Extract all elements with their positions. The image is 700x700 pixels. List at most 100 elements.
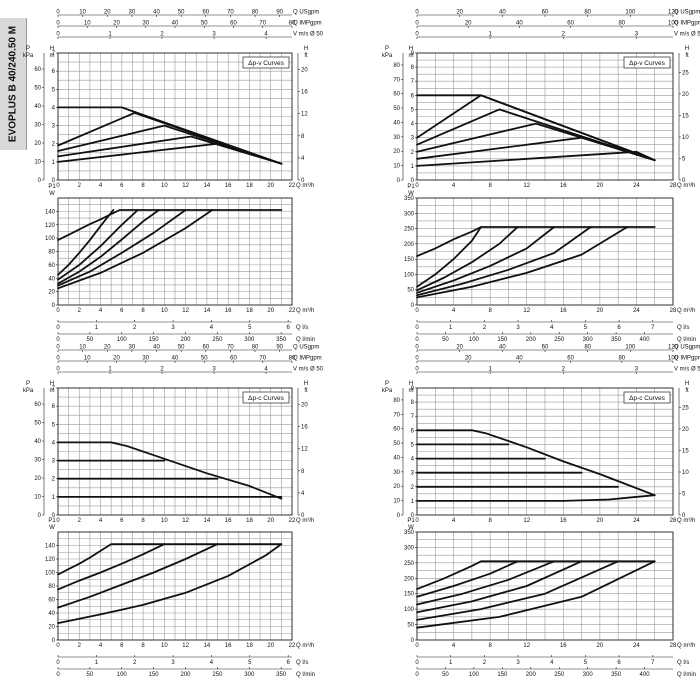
x-tick-label: 20 bbox=[597, 643, 604, 649]
bottom-scale-tick-label: 150 bbox=[149, 672, 160, 678]
bottom-scale-tick-label: 0 bbox=[415, 660, 419, 666]
x-tick-label: 28 bbox=[670, 183, 677, 189]
kpa-tick-label: 20 bbox=[34, 476, 41, 482]
top-scale-tick-label: 3 bbox=[212, 367, 216, 373]
kpa-tick-label: 10 bbox=[34, 495, 41, 501]
kpa-axis-unit: kPa bbox=[382, 388, 393, 394]
kpa-axis-name: P bbox=[385, 381, 389, 387]
bottom-scale-tick-label: 0 bbox=[56, 672, 60, 678]
y-tick-label: 7 bbox=[52, 386, 56, 392]
y-tick-label: 2 bbox=[52, 142, 56, 148]
bottom-scale-tick-label: 250 bbox=[212, 337, 223, 343]
bottom-scale-tick-label: 150 bbox=[497, 672, 508, 678]
curve-series-1 bbox=[57, 543, 283, 576]
x-tick-label: 10 bbox=[161, 643, 168, 649]
top-scale-tick-label: 50 bbox=[178, 345, 185, 351]
x-tick-label: 18 bbox=[246, 643, 253, 649]
head-axis-unit: m bbox=[409, 388, 414, 394]
bottom-scale-tick-label: 7 bbox=[651, 660, 655, 666]
legend-label: Δp-v Curves bbox=[248, 60, 285, 67]
x-tick-label: 6 bbox=[120, 518, 124, 524]
bottom-scale-tick-label: 5 bbox=[584, 660, 588, 666]
bottom-scale-tick-label: 250 bbox=[212, 672, 223, 678]
power-axis-name: P1 bbox=[48, 184, 56, 190]
kpa-tick-label: 0 bbox=[38, 178, 42, 184]
top-scale-tick-label: 90 bbox=[276, 10, 283, 16]
legend-box bbox=[623, 56, 671, 69]
y-tick-label: 300 bbox=[404, 545, 415, 551]
plot-frame bbox=[57, 387, 293, 516]
top-scale-tick-label: 40 bbox=[499, 345, 506, 351]
x-tick-label: 28 bbox=[670, 518, 677, 524]
top-scale-tick-label: 40 bbox=[153, 345, 160, 351]
y-tick-label: 140 bbox=[45, 209, 56, 215]
y-tick-label: 1 bbox=[52, 160, 56, 166]
head-axis-unit: m bbox=[50, 388, 55, 394]
y-tick-label: 6 bbox=[52, 69, 56, 75]
top-scale-tick-label: 0 bbox=[415, 345, 419, 351]
y-tick-label: 4 bbox=[411, 457, 415, 463]
curve-type-legend: Δp-c Curves bbox=[242, 391, 290, 404]
plot-frame bbox=[416, 387, 674, 516]
bottom-scale-tick-label: 4 bbox=[550, 325, 554, 331]
x-tick-label: 12 bbox=[523, 518, 530, 524]
model-side-tab: EVOPLUS B 40/240.50 M bbox=[0, 18, 27, 150]
x-tick-label: 22 bbox=[289, 183, 296, 189]
ft-tick-label: 12 bbox=[301, 447, 308, 453]
kpa-tick-label: 50 bbox=[34, 421, 41, 427]
x-tick-label: 20 bbox=[267, 518, 274, 524]
top-scale-tick-label: 0 bbox=[56, 367, 60, 373]
bottom-scale-tick-label: 100 bbox=[117, 337, 128, 343]
y-tick-label: 100 bbox=[45, 571, 56, 577]
x-tick-label: 0 bbox=[415, 308, 419, 314]
ft-tick-label: 15 bbox=[682, 448, 689, 454]
x-tick-label: 16 bbox=[225, 308, 232, 314]
top-scale-tick-label: 60 bbox=[202, 10, 209, 16]
ft-tick-label: 4 bbox=[301, 156, 305, 162]
ft-tick-label: 25 bbox=[682, 70, 689, 76]
kpa-axis-name: P bbox=[26, 381, 30, 387]
kpa-tick-label: 50 bbox=[393, 106, 400, 112]
x-tick-label: 24 bbox=[633, 643, 640, 649]
y-tick-label: 6 bbox=[52, 404, 56, 410]
y-tick-label: 100 bbox=[45, 236, 56, 242]
plot-frame bbox=[416, 197, 674, 306]
y-tick-label: 0 bbox=[52, 303, 56, 309]
y-tick-label: 6 bbox=[411, 93, 415, 99]
power-axis-name: P1 bbox=[407, 518, 415, 524]
top-scale-tick-label: 20 bbox=[113, 356, 120, 362]
x-tick-label: 8 bbox=[488, 183, 492, 189]
top-scale-tick-label: 60 bbox=[542, 10, 549, 16]
kpa-tick-label: 30 bbox=[393, 470, 400, 476]
kpa-tick-label: 80 bbox=[393, 63, 400, 69]
head-axis-name: H bbox=[409, 46, 413, 52]
y-tick-label: 50 bbox=[407, 288, 414, 294]
y-tick-label: 120 bbox=[45, 223, 56, 229]
top-scale-tick-label: 3 bbox=[212, 32, 216, 38]
head-axis-unit: m bbox=[50, 53, 55, 59]
curve-series-5 bbox=[57, 142, 283, 165]
y-tick-label: 80 bbox=[48, 584, 55, 590]
ft-tick-label: 8 bbox=[301, 134, 305, 140]
kpa-tick-label: 10 bbox=[393, 499, 400, 505]
head-axis-unit: m bbox=[409, 53, 414, 59]
ft-axis-unit: ft bbox=[685, 53, 689, 59]
x-tick-label: 6 bbox=[120, 183, 124, 189]
head-axis-name: H bbox=[50, 46, 54, 52]
curve-series-6 bbox=[416, 226, 629, 299]
x-tick-label: 12 bbox=[182, 308, 189, 314]
top-scale-tick-label: 70 bbox=[227, 345, 234, 351]
top-scale-unit: Q USgpm bbox=[293, 345, 319, 351]
bottom-scale-tick-label: 5 bbox=[248, 325, 252, 331]
kpa-tick-label: 70 bbox=[393, 77, 400, 83]
top-scale-tick-label: 1 bbox=[488, 32, 492, 38]
top-scale-tick-label: 80 bbox=[584, 345, 591, 351]
kpa-axis-unit: kPa bbox=[23, 388, 34, 394]
x-tick-label: 14 bbox=[204, 643, 211, 649]
legend-box bbox=[242, 391, 290, 404]
bottom-scale-tick-label: 150 bbox=[149, 337, 160, 343]
legend-box bbox=[242, 56, 290, 69]
x-tick-label: 18 bbox=[246, 518, 253, 524]
y-tick-label: 350 bbox=[404, 196, 415, 202]
